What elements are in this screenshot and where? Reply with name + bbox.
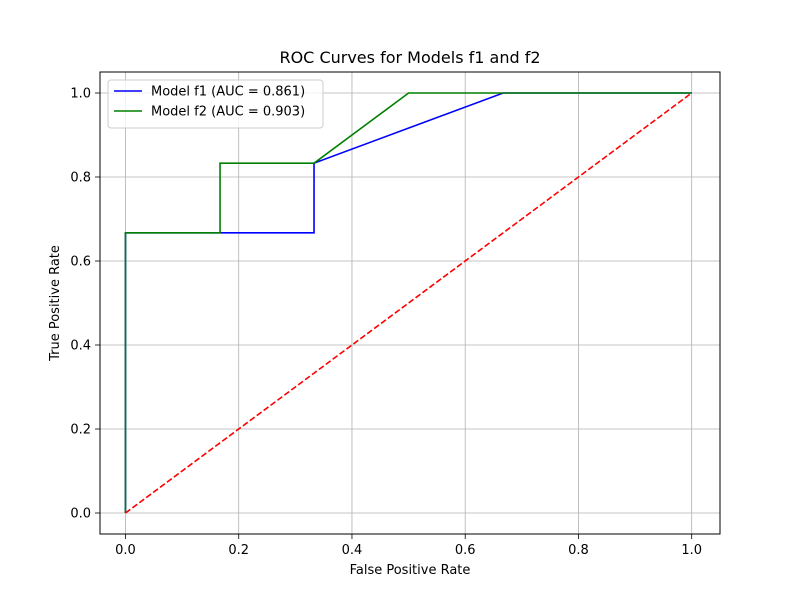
y-tick-label: 1.0 — [70, 87, 91, 102]
legend: Model f1 (AUC = 0.861) Model f2 (AUC = 0.… — [107, 79, 324, 129]
x-tick-label: 0.6 — [455, 543, 476, 558]
y-tick-label: 0.6 — [70, 255, 91, 270]
x-tick-label: 1.0 — [681, 543, 702, 558]
legend-box — [107, 79, 324, 129]
chart-title: ROC Curves for Models f1 and f2 — [279, 48, 540, 67]
y-tick-label: 0.8 — [70, 171, 91, 186]
legend-label: Model f1 (AUC = 0.861) — [151, 85, 305, 100]
series-layer — [124, 92, 693, 514]
x-tick-label: 0.2 — [228, 543, 249, 558]
y-axis-ticks: 0.0 0.2 0.4 0.6 0.8 1.0 — [70, 87, 100, 522]
legend-label: Model f2 (AUC = 0.903) — [151, 105, 305, 120]
series-line-2 — [124, 92, 692, 513]
x-axis-ticks: 0.0 0.2 0.4 0.6 0.8 1.0 — [115, 534, 702, 558]
y-tick-label: 0.4 — [70, 339, 91, 354]
random-classifier-line — [125, 92, 693, 514]
plot-frame — [99, 71, 721, 535]
y-tick-label: 0.2 — [70, 423, 91, 438]
x-tick-label: 0.8 — [568, 543, 589, 558]
y-axis-label: True Positive Rate — [48, 245, 63, 362]
y-tick-label: 0.0 — [70, 507, 91, 522]
x-tick-label: 0.0 — [115, 543, 136, 558]
x-axis-label: False Positive Rate — [350, 563, 471, 578]
x-tick-label: 0.4 — [342, 543, 363, 558]
